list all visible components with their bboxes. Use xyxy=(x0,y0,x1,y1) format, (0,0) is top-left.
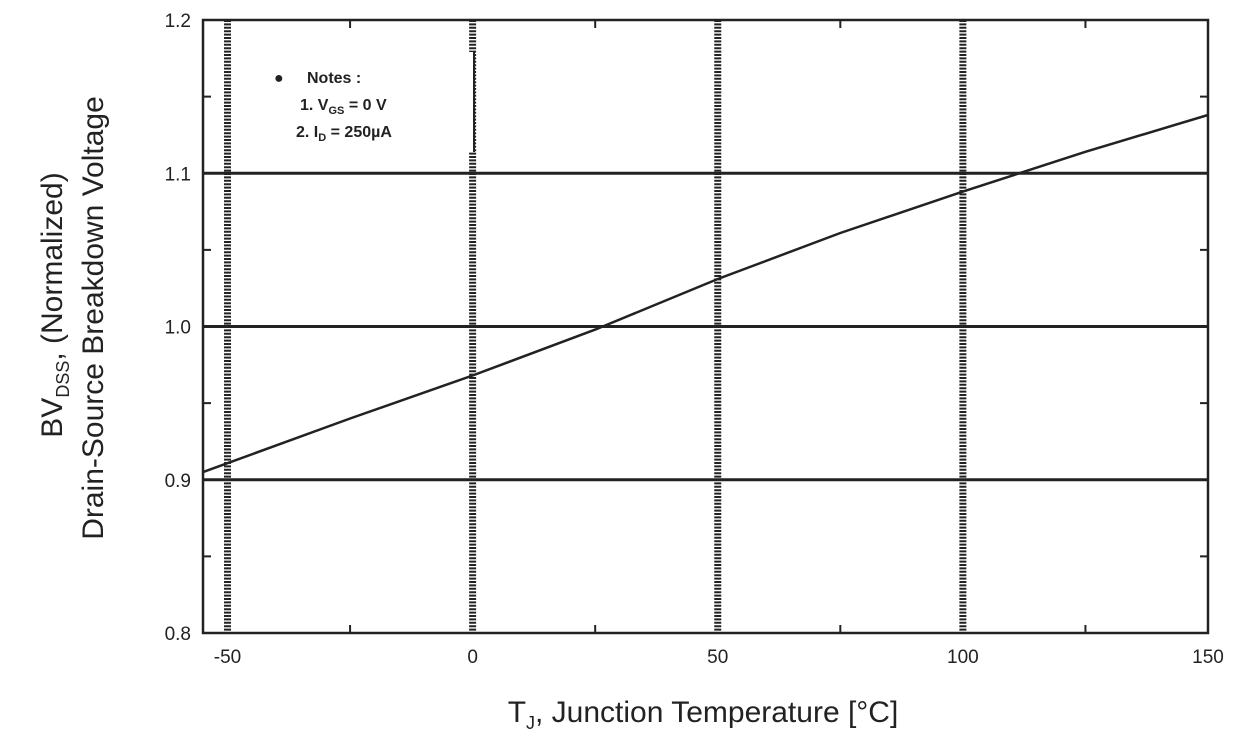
x-tick-label: 50 xyxy=(707,647,728,668)
series-line xyxy=(202,113,1209,474)
svg-text:BVDSS, (Normalized): BVDSS, (Normalized) xyxy=(36,172,73,437)
plot-frame xyxy=(201,18,1210,635)
notes-header: Notes : xyxy=(307,70,361,87)
y-axis-title: BVDSS, (Normalized) Drain-Source Breakdo… xyxy=(36,96,110,540)
x-axis-title: TJ, Junction Temperature [°C] xyxy=(508,696,899,733)
x-tick-labels: -50 0 50 100 150 xyxy=(214,647,1224,668)
y-tick-label: 1.2 xyxy=(165,11,191,32)
y-tick-label: 1.1 xyxy=(165,164,191,185)
note-line-2: 2. ID = 250µA xyxy=(296,124,392,144)
y-tick-label: 1.0 xyxy=(165,318,191,339)
y-tick-labels: 0.8 0.9 1.0 1.1 1.2 xyxy=(165,11,191,645)
y-tick-label: 0.8 xyxy=(165,624,191,645)
svg-text:Drain-Source Breakdown Voltage: Drain-Source Breakdown Voltage xyxy=(77,96,110,540)
x-tick-label: -50 xyxy=(214,647,241,668)
x-tick-label: 0 xyxy=(467,647,478,668)
axis-ticks xyxy=(203,20,1208,633)
notes-marker: ● xyxy=(274,70,284,87)
note-line-1: 1. VGS = 0 V xyxy=(300,97,387,117)
x-tick-label: 150 xyxy=(1192,647,1224,668)
y-tick-label: 0.9 xyxy=(165,471,191,492)
notes-box: ● Notes : 1. VGS = 0 V 2. ID = 250µA xyxy=(262,52,475,152)
x-tick-label: 100 xyxy=(947,647,979,668)
